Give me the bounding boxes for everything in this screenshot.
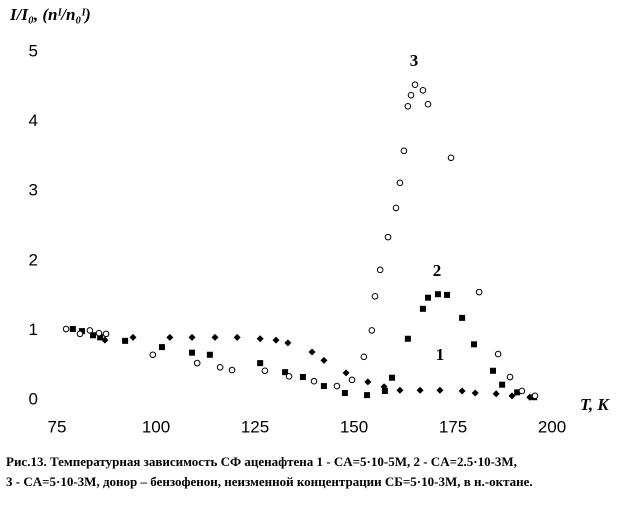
point	[69, 326, 76, 333]
point	[447, 154, 455, 162]
point	[256, 335, 264, 343]
series-label: 2	[433, 261, 442, 280]
point	[494, 350, 502, 358]
point	[508, 392, 516, 400]
point	[470, 341, 477, 348]
point	[492, 390, 500, 398]
series-label: 3	[410, 51, 419, 70]
point	[341, 390, 348, 397]
point	[364, 378, 372, 386]
point	[285, 373, 293, 380]
series-label: 1	[436, 345, 445, 364]
point	[308, 348, 316, 356]
point	[76, 330, 84, 338]
y-tick-label: 5	[29, 41, 38, 60]
point	[206, 351, 213, 358]
point	[122, 337, 129, 344]
y-tick-label: 4	[29, 111, 38, 130]
point	[228, 366, 236, 374]
x-tick-label: 200	[538, 417, 566, 436]
point	[459, 314, 466, 321]
y-tick-label: 3	[29, 181, 38, 200]
point	[193, 359, 201, 367]
x-tick-label: 100	[142, 417, 170, 436]
point	[518, 387, 526, 395]
point	[320, 356, 328, 364]
point	[416, 386, 424, 394]
point	[189, 349, 196, 356]
point	[233, 333, 241, 341]
y-tick-label: 1	[29, 320, 38, 339]
point	[257, 360, 264, 367]
point	[424, 100, 432, 108]
point	[425, 294, 432, 301]
point	[396, 386, 404, 394]
point	[320, 383, 327, 390]
point	[102, 330, 110, 338]
point	[475, 288, 483, 296]
point	[458, 387, 466, 395]
point	[149, 351, 157, 359]
x-tick-label: 125	[241, 417, 269, 436]
point	[392, 204, 400, 212]
x-axis-title: T, K	[580, 395, 610, 414]
caption-line: Рис.13. Температурная зависимость СФ аце…	[6, 454, 517, 469]
point	[188, 333, 196, 341]
point	[404, 335, 411, 342]
point	[310, 377, 318, 385]
y-tick-label: 2	[29, 250, 38, 269]
point	[299, 374, 306, 381]
point	[419, 305, 426, 312]
point	[381, 387, 388, 394]
point	[348, 376, 356, 384]
point	[419, 86, 427, 94]
point	[371, 292, 379, 300]
point	[97, 334, 104, 341]
point	[95, 329, 103, 337]
point	[489, 367, 496, 374]
point	[514, 389, 521, 396]
point	[471, 389, 479, 397]
point	[506, 373, 514, 381]
y-axis-title: I/I₀, (nᴵ/n₀ᴵ)	[9, 5, 91, 24]
point	[166, 333, 174, 341]
point	[360, 353, 368, 361]
point	[396, 179, 404, 187]
point	[436, 386, 444, 394]
x-tick-label: 150	[340, 417, 368, 436]
point	[62, 325, 70, 333]
point	[342, 369, 350, 377]
point	[158, 344, 165, 351]
point	[376, 266, 384, 274]
point	[389, 374, 396, 381]
point	[216, 363, 224, 371]
point	[211, 333, 219, 341]
point	[368, 327, 376, 334]
point	[407, 91, 415, 99]
point	[284, 339, 292, 347]
x-tick-label: 175	[439, 417, 467, 436]
point	[86, 327, 94, 334]
point	[78, 328, 85, 335]
point	[434, 291, 441, 298]
y-tick-label: 0	[29, 389, 38, 408]
point	[531, 392, 539, 400]
point	[499, 381, 506, 388]
point	[129, 333, 137, 341]
caption-line: 3 - CА=5·10-3M, донор – бензофенон, неиз…	[6, 474, 533, 489]
point	[411, 81, 419, 89]
point	[272, 336, 280, 344]
point	[404, 102, 412, 110]
point	[282, 369, 289, 376]
point	[261, 367, 269, 375]
point	[384, 233, 392, 241]
point	[333, 382, 341, 390]
point	[90, 332, 97, 339]
point	[364, 392, 371, 399]
point	[400, 147, 408, 155]
x-tick-label: 75	[48, 417, 67, 436]
point	[101, 336, 109, 344]
point	[444, 291, 451, 298]
